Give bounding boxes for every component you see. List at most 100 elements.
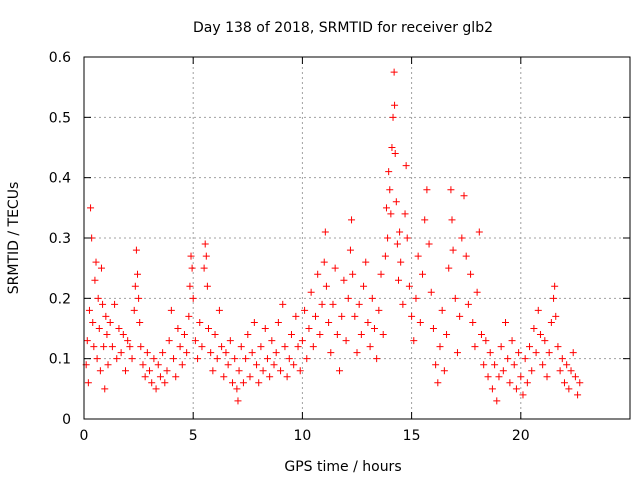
data-point-marker <box>137 343 145 351</box>
data-point-marker <box>261 325 269 332</box>
data-point-marker <box>185 312 193 320</box>
data-point-marker <box>220 373 228 381</box>
data-point-marker <box>292 312 300 320</box>
data-point-marker <box>353 349 361 357</box>
data-point-marker <box>539 361 547 369</box>
data-point-marker <box>201 240 209 248</box>
data-point-marker <box>504 355 512 363</box>
data-point-marker <box>385 168 393 176</box>
data-point-marker <box>152 385 160 393</box>
data-point-marker <box>237 343 245 351</box>
data-point-marker <box>388 144 396 151</box>
data-point-marker <box>521 355 529 363</box>
data-point-marker <box>438 306 446 314</box>
data-point-marker <box>204 325 212 332</box>
data-point-marker <box>458 234 466 242</box>
data-point-marker <box>188 264 196 272</box>
data-point-marker <box>246 373 254 381</box>
data-point-marker <box>423 186 431 194</box>
data-point-marker <box>342 337 350 345</box>
data-point-marker <box>303 355 311 363</box>
data-point-marker <box>90 343 98 351</box>
data-point-marker <box>547 318 555 326</box>
axis-ticks <box>83 56 630 420</box>
data-point-marker <box>259 367 267 375</box>
data-point-marker <box>396 228 404 236</box>
data-point-marker <box>506 379 514 387</box>
data-point-marker <box>316 331 324 339</box>
data-point-marker <box>530 325 538 332</box>
data-point-marker <box>397 258 405 266</box>
data-point-marker <box>389 113 397 121</box>
data-point-marker <box>117 349 125 357</box>
data-point-marker <box>508 337 516 345</box>
data-point-marker <box>215 306 223 314</box>
data-point-marker <box>480 361 488 369</box>
data-point-marker <box>440 367 448 375</box>
data-point-marker <box>517 373 525 381</box>
data-point-marker <box>272 349 280 357</box>
data-point-marker <box>167 306 175 314</box>
data-point-marker <box>277 367 285 375</box>
x-tick-label: 0 <box>80 428 89 444</box>
data-point-marker <box>550 294 558 302</box>
data-point-marker <box>366 343 374 351</box>
data-point-marker <box>154 361 162 369</box>
data-point-marker <box>552 312 560 320</box>
data-point-marker <box>234 397 242 405</box>
data-point-marker <box>136 318 144 326</box>
data-point-marker <box>102 312 110 320</box>
data-point-marker <box>357 331 365 339</box>
data-point-marker <box>416 318 424 326</box>
data-point-marker <box>108 343 116 351</box>
data-point-marker <box>333 331 341 339</box>
data-point-marker <box>103 331 111 339</box>
data-point-marker <box>495 373 503 381</box>
data-point-marker <box>443 331 451 339</box>
x-tick-label: 15 <box>403 428 421 444</box>
data-point-marker <box>448 216 456 224</box>
data-point-marker <box>402 162 410 170</box>
data-point-marker <box>296 367 304 375</box>
data-point-marker <box>534 306 542 314</box>
y-axis-label: SRMTID / TECUs <box>6 182 22 295</box>
data-point-marker <box>242 355 250 363</box>
data-point-marker <box>467 270 475 278</box>
data-point-marker <box>207 349 215 357</box>
data-point-marker <box>560 379 568 387</box>
data-point-marker <box>410 337 418 345</box>
data-point-marker <box>106 318 114 326</box>
data-point-marker <box>427 288 435 296</box>
data-point-marker <box>233 385 241 393</box>
data-point-marker <box>174 325 182 332</box>
data-point-marker <box>100 343 108 351</box>
data-point-marker <box>222 349 230 357</box>
data-point-marker <box>285 355 293 363</box>
data-point-marker <box>493 397 501 405</box>
data-point-marker <box>270 361 278 369</box>
data-point-marker <box>543 373 551 381</box>
data-point-marker <box>349 270 357 278</box>
data-point-marker <box>141 373 149 381</box>
data-point-marker <box>401 210 409 218</box>
data-point-marker <box>87 204 95 212</box>
data-point-marker <box>301 306 309 314</box>
data-point-marker <box>394 276 402 284</box>
data-point-marker <box>556 367 564 375</box>
data-point-marker <box>475 228 483 236</box>
data-point-marker <box>434 379 442 387</box>
data-point-marker <box>146 367 154 375</box>
y-tick-labels: 0 0.1 0.2 0.3 0.4 0.5 0.6 <box>49 50 71 428</box>
data-point-marker <box>391 150 399 158</box>
data-point-marker <box>298 337 306 345</box>
data-point-marker <box>405 282 413 290</box>
data-point-marker <box>512 385 520 393</box>
data-point-marker <box>536 331 544 339</box>
data-point-marker <box>194 355 202 363</box>
grid-lines <box>84 57 630 419</box>
data-point-marker <box>191 337 199 345</box>
data-point-marker <box>425 240 433 248</box>
data-point-marker <box>150 355 158 363</box>
data-point-marker <box>314 270 322 278</box>
data-point-marker <box>368 294 376 302</box>
